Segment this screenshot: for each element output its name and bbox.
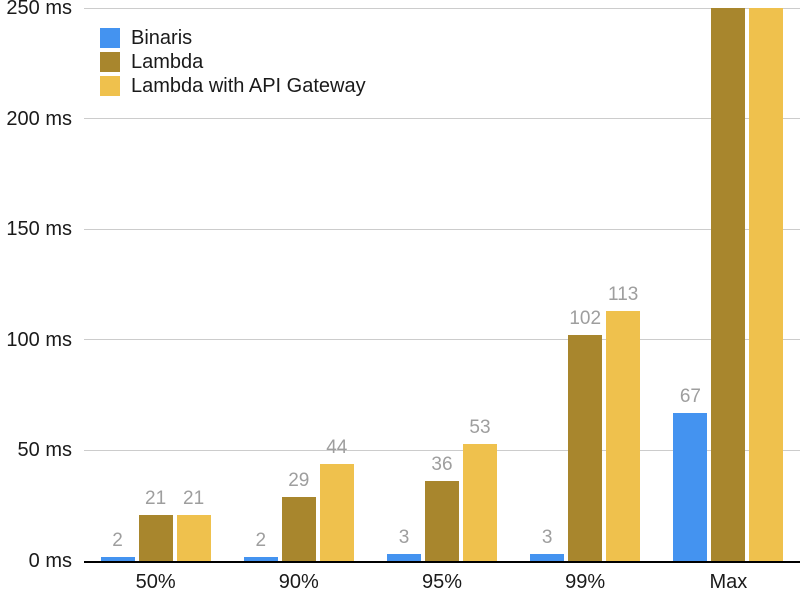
bar-value-label: 21: [183, 487, 205, 509]
bar-binaris-99pct: [530, 554, 565, 561]
x-tick-label-95pct: 95%: [421, 571, 463, 593]
legend: Binaris Lambda Lambda with API Gateway: [100, 26, 366, 97]
gridline-200: [84, 118, 800, 120]
gridline-250: [84, 7, 800, 9]
bar-value-label: 113: [608, 284, 639, 306]
x-tick-label-99pct: 99%: [565, 571, 606, 593]
bar-lambda-with-api-gateway-max: [749, 8, 784, 561]
bar-value-label: 102: [569, 308, 602, 330]
bar-lambda-with-api-gateway-90pct: [319, 463, 354, 561]
x-tick-label-max: Max: [709, 571, 748, 593]
legend-item-lambda: Lambda: [100, 50, 366, 73]
legend-item-lambda-with-api-gateway: Lambda with API Gateway: [100, 74, 366, 97]
bar-lambda-with-api-gateway-50pct: [176, 514, 211, 561]
bar-lambda-99pct: [568, 335, 603, 561]
bar-lambda-with-api-gateway-95pct: [463, 443, 497, 561]
bar-lambda-max: [711, 8, 746, 561]
bar-value-label: 53: [469, 416, 491, 438]
legend-swatch-icon: [100, 28, 120, 48]
y-tick-label: 200 ms: [6, 107, 72, 130]
bar-binaris-95pct: [387, 554, 421, 561]
bar-binaris-90pct: [243, 556, 278, 561]
y-tick-label: 250 ms: [6, 0, 72, 19]
gridline-100: [84, 339, 800, 341]
legend-label: Binaris: [131, 26, 193, 49]
y-tick-label: 50 ms: [17, 439, 72, 462]
bar-lambda-95pct: [425, 481, 459, 561]
legend-label: Lambda: [131, 50, 204, 73]
legend-swatch-icon: [100, 52, 120, 72]
bar-value-label: 29: [288, 469, 310, 491]
x-tick-label-90pct: 90%: [278, 571, 319, 593]
bar-value-label: 67: [679, 385, 701, 407]
bar-binaris-max: [673, 412, 708, 561]
bar-binaris-50pct: [100, 556, 135, 561]
bar-value-label: 44: [326, 436, 348, 458]
y-tick-label: 100 ms: [6, 328, 72, 351]
x-tick-label-50pct: 50%: [135, 571, 176, 593]
bar-lambda-with-api-gateway-99pct: [606, 311, 641, 561]
bar-value-label: 3: [398, 527, 410, 549]
bar-value-label: 3: [541, 527, 553, 549]
y-tick-label: 150 ms: [6, 218, 72, 241]
bar-value-label: 2: [112, 529, 123, 551]
legend-label: Lambda with API Gateway: [131, 74, 366, 97]
bar-lambda-50pct: [138, 514, 173, 561]
bar-value-label: 21: [145, 487, 167, 509]
gridline-50: [84, 449, 800, 451]
legend-item-binaris: Binaris: [100, 26, 366, 49]
x-axis-baseline: [84, 561, 800, 563]
legend-swatch-icon: [100, 76, 120, 96]
gridline-150: [84, 228, 800, 230]
bar-lambda-90pct: [281, 496, 316, 561]
bar-value-label: 2: [255, 529, 267, 551]
bar-value-label: 36: [431, 454, 453, 476]
y-tick-label: 0 ms: [28, 550, 72, 572]
